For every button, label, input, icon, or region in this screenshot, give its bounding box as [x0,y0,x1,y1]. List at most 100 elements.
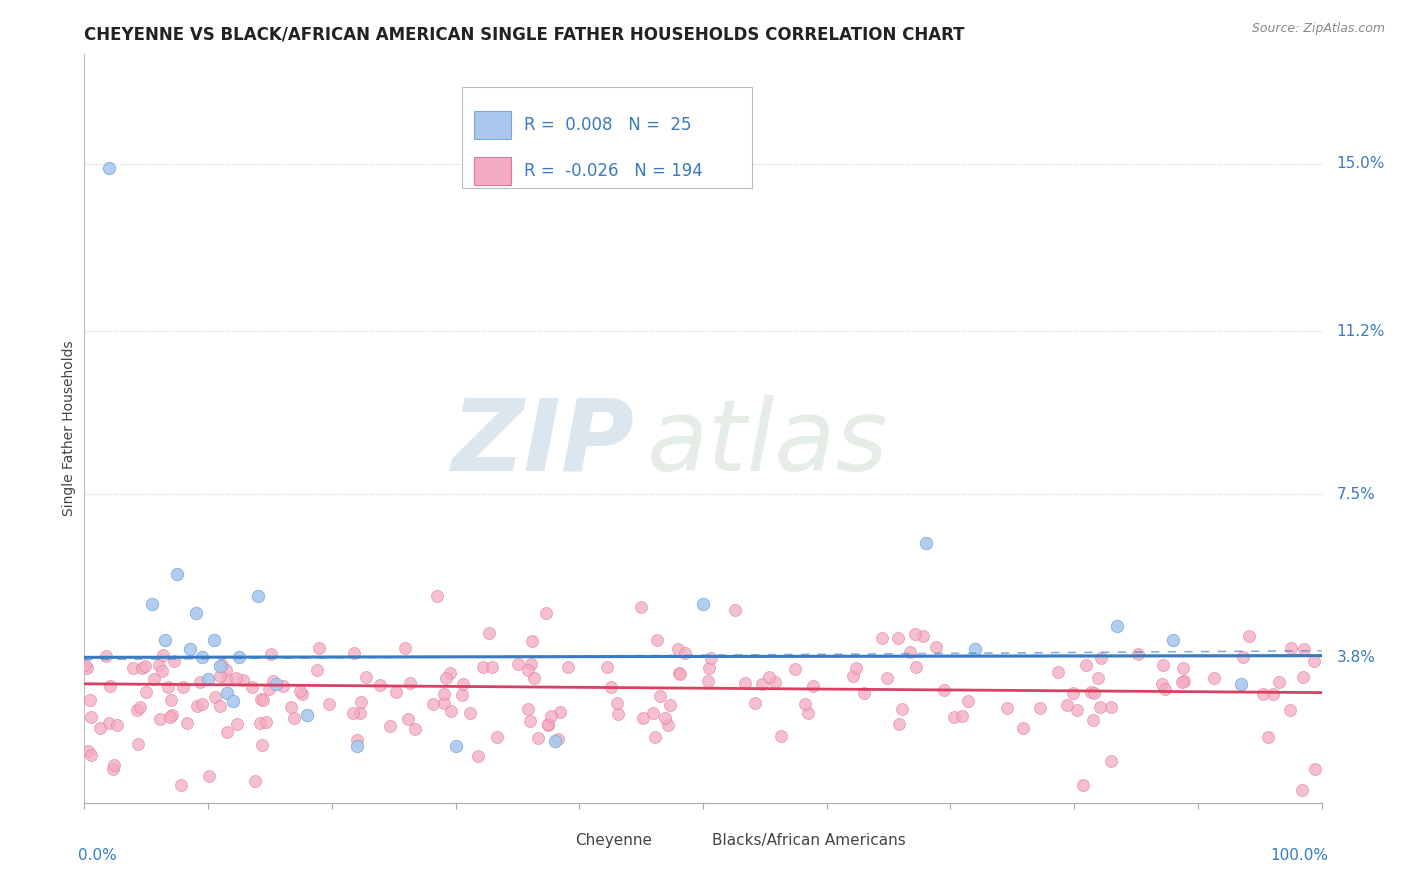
Point [887,717,910,731]
Point [264,677,287,691]
Point [1012,721,1035,735]
Point [157,680,180,694]
Text: ZIP: ZIP [451,394,636,491]
Point [433,696,456,710]
Point [1279,640,1302,655]
Point [232,673,254,687]
Point [1263,687,1285,701]
Point [911,629,934,643]
Point [845,661,868,675]
Point [346,739,368,753]
Point [872,631,894,645]
Y-axis label: Single Father Households: Single Father Households [62,341,76,516]
Point [257,682,280,697]
Point [440,704,463,718]
Point [801,680,824,694]
Point [172,680,194,694]
Point [770,729,793,743]
Point [342,706,364,721]
Point [273,679,295,693]
Point [307,664,329,678]
Point [186,698,208,713]
Point [150,664,173,678]
Point [516,702,538,716]
Point [246,589,269,603]
Point [1081,713,1104,727]
Point [125,703,148,717]
Point [1204,671,1226,685]
Point [793,697,815,711]
Point [163,654,186,668]
Point [394,641,416,656]
Point [669,666,692,681]
Point [451,688,474,702]
Point [924,640,946,654]
Point [647,632,669,647]
Point [141,598,163,612]
Point [506,657,529,671]
Point [657,718,679,732]
Text: 100.0%: 100.0% [1270,847,1327,863]
Text: 11.2%: 11.2% [1337,324,1385,339]
Point [385,685,408,699]
Point [527,731,550,745]
Point [697,674,720,689]
Point [152,648,174,662]
Point [204,690,226,705]
Point [904,626,927,640]
Point [290,683,312,698]
Point [633,711,655,725]
Point [1257,730,1279,744]
Point [1161,632,1184,647]
Point [240,680,263,694]
Point [797,706,820,720]
Point [543,734,565,748]
Point [1107,619,1129,633]
Point [1153,681,1175,696]
Point [666,642,689,657]
Point [481,660,503,674]
Text: Source: ZipAtlas.com: Source: ZipAtlas.com [1251,22,1385,36]
Text: R =  0.008   N =  25: R = 0.008 N = 25 [523,116,692,134]
Point [1171,675,1194,690]
Point [134,658,156,673]
Point [215,663,238,677]
Point [249,716,271,731]
Text: 15.0%: 15.0% [1337,156,1385,171]
Point [250,738,273,752]
Point [166,566,188,581]
Point [957,694,980,708]
Point [79,693,101,707]
Point [1071,778,1094,792]
Point [519,714,541,729]
Point [472,659,495,673]
Point [1126,647,1149,661]
Point [723,603,745,617]
Point [485,731,508,745]
Point [547,732,569,747]
Point [785,663,807,677]
Point [396,712,419,726]
Point [398,676,420,690]
Point [283,711,305,725]
Point [1083,686,1105,700]
Point [596,660,619,674]
Point [537,718,560,732]
Point [1028,701,1050,715]
Point [215,685,238,699]
Point [422,697,444,711]
Point [548,705,571,719]
Point [891,702,914,716]
Point [758,670,780,684]
Point [222,694,245,708]
Point [876,671,898,685]
Point [404,722,426,736]
Text: 0.0%: 0.0% [79,847,117,863]
Point [1279,702,1302,716]
Point [606,706,628,721]
Point [1232,650,1254,665]
Point [995,700,1018,714]
Point [523,671,546,685]
Point [98,679,121,693]
Point [225,671,247,685]
